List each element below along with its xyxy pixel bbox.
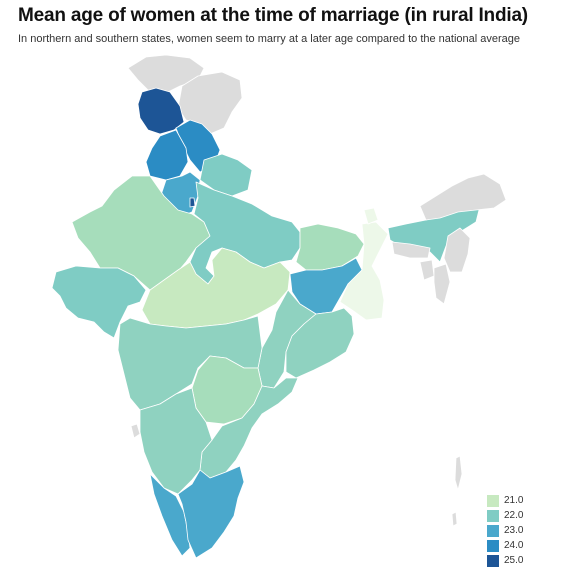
- region-delhi[interactable]: [189, 197, 196, 208]
- region-tripura[interactable]: [419, 259, 435, 281]
- region-andhra-pradesh[interactable]: [199, 377, 299, 479]
- region-kerala[interactable]: [149, 473, 191, 557]
- region-arunachal-pradesh[interactable]: [419, 173, 507, 221]
- map-title: Mean age of women at the time of marriag…: [18, 5, 528, 26]
- legend-label: 21.0: [504, 495, 524, 506]
- legend-item: 21.0: [487, 493, 523, 508]
- region-gujarat[interactable]: [51, 265, 147, 339]
- map-legend: 21.0 22.0 23.0 24.0 25.0: [487, 493, 523, 568]
- legend-swatch: [487, 509, 499, 522]
- region-uttarakhand[interactable]: [199, 153, 253, 197]
- legend-label: 23.0: [504, 525, 524, 536]
- legend-item: 23.0: [487, 523, 523, 538]
- region-andaman-islands[interactable]: [451, 455, 463, 527]
- legend-label: 24.0: [504, 540, 524, 551]
- region-sikkim[interactable]: [363, 207, 379, 225]
- legend-item: 24.0: [487, 538, 523, 553]
- region-tamil-nadu[interactable]: [177, 465, 245, 559]
- legend-item: 22.0: [487, 508, 523, 523]
- legend-swatch: [487, 494, 499, 507]
- region-aksai-chin[interactable]: [177, 71, 243, 135]
- region-goa[interactable]: [130, 423, 141, 439]
- map-subtitle: In northern and southern states, women s…: [18, 33, 521, 45]
- region-karnataka[interactable]: [139, 387, 213, 495]
- legend-swatch: [487, 539, 499, 552]
- region-odisha[interactable]: [285, 307, 355, 379]
- region-west-bengal[interactable]: [339, 221, 389, 321]
- legend-label: 25.0: [504, 555, 524, 566]
- legend-swatch: [487, 524, 499, 537]
- region-meghalaya[interactable]: [391, 241, 431, 259]
- region-mizoram[interactable]: [433, 263, 451, 305]
- region-jammu-kashmir[interactable]: [137, 87, 185, 135]
- legend-item: 25.0: [487, 553, 523, 568]
- legend-label: 22.0: [504, 510, 524, 521]
- region-manipur-nagaland[interactable]: [443, 227, 471, 273]
- legend-swatch: [487, 554, 499, 567]
